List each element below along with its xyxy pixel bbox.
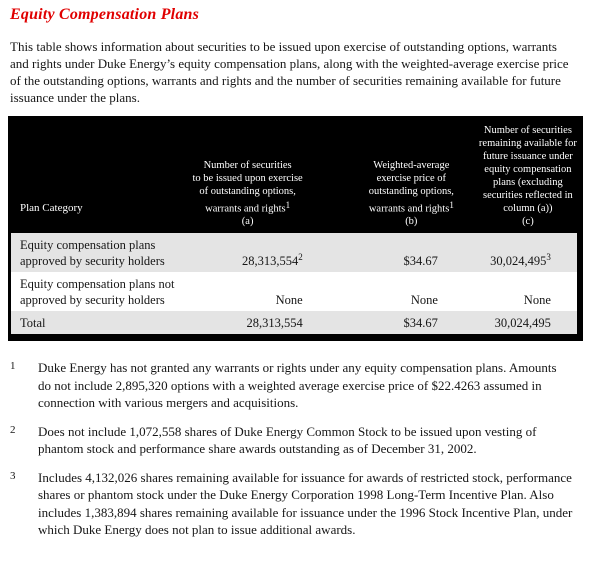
securities-remaining-cell: None: [453, 272, 577, 311]
footnote-1: 1 Duke Energy has not granted any warran…: [10, 359, 600, 412]
cell-value: 30,024,495: [494, 316, 551, 330]
table-row-approved-plans: Equity compensation plans approved by se…: [11, 233, 577, 272]
column-header-a: Number of securities to be issued upon e…: [174, 116, 317, 233]
footnote-ref-3: 3: [546, 251, 551, 262]
footnote-ref-2: 2: [298, 251, 303, 262]
weighted-average-price-cell: $34.67: [316, 311, 454, 334]
plan-category-cell: Total: [11, 311, 175, 334]
footnote-2: 2 Does not include 1,072,558 shares of D…: [10, 423, 600, 458]
cell-value: 28,313,554: [246, 316, 303, 330]
equity-compensation-table: Plan Category Number of securities to be…: [8, 116, 583, 341]
intro-paragraph: This table shows information about secur…: [10, 39, 569, 105]
footnote-marker: 3: [10, 469, 16, 482]
column-header-text: Plan Category: [20, 202, 83, 214]
footnote-ref-1: 1: [449, 199, 454, 210]
securities-to-be-issued-cell: 28,313,5542: [174, 233, 317, 272]
cell-value: None: [523, 293, 551, 307]
column-header-b: Weighted-average exercise price of outst…: [316, 116, 454, 233]
column-header-text: Number of securities remaining available…: [478, 125, 577, 214]
footnote-3: 3 Includes 4,132,026 shares remaining av…: [10, 469, 600, 539]
cell-value: 30,024,495: [490, 254, 547, 268]
table-row-total: Total 28,313,554 $34.67 30,024,495: [11, 311, 577, 334]
column-header-plan-category: Plan Category: [11, 116, 175, 233]
table-header: Plan Category Number of securities to be…: [11, 116, 577, 233]
securities-to-be-issued-cell: 28,313,554: [174, 311, 317, 334]
footnote-marker: 1: [10, 360, 16, 372]
page-title: Equity Compensation Plans: [10, 6, 200, 23]
table-row-not-approved-plans: Equity compensation plans not approved b…: [11, 272, 577, 311]
securities-to-be-issued-cell: None: [174, 272, 317, 311]
footnote-text: Includes 4,132,026 shares remaining avai…: [38, 469, 573, 538]
footnote-marker: 2: [10, 423, 16, 436]
weighted-average-price-cell: $34.67: [316, 233, 454, 272]
footnote-text: Duke Energy has not granted any warrants…: [38, 360, 557, 410]
cell-value: $34.67: [403, 316, 438, 330]
plan-category-cell: Equity compensation plans not approved b…: [11, 272, 175, 311]
weighted-average-price-cell: None: [316, 272, 454, 311]
footnote-text: Does not include 1,072,558 shares of Duk…: [38, 423, 537, 457]
plan-category-cell: Equity compensation plans approved by se…: [11, 233, 175, 272]
cell-value: None: [410, 293, 438, 307]
cell-value: 28,313,554: [241, 254, 299, 268]
table-body: Equity compensation plans approved by se…: [11, 233, 577, 334]
column-letter-b: (b): [405, 216, 418, 227]
footnotes-section: 1 Duke Energy has not granted any warran…: [10, 359, 600, 539]
cell-value: None: [275, 293, 303, 307]
cell-value: $34.67: [403, 254, 438, 268]
column-header-c: Number of securities remaining available…: [453, 116, 577, 233]
column-header-text: Weighted-average exercise price of outst…: [368, 159, 454, 215]
column-header-text: Number of securities to be issued upon e…: [192, 159, 303, 215]
table-header-row: Plan Category Number of securities to be…: [11, 116, 577, 233]
securities-remaining-cell: 30,024,495: [453, 311, 577, 334]
column-letter-c: (c): [522, 216, 534, 227]
column-letter-a: (a): [241, 216, 254, 227]
footnote-ref-1: 1: [285, 199, 291, 210]
securities-remaining-cell: 30,024,4953: [453, 233, 577, 272]
